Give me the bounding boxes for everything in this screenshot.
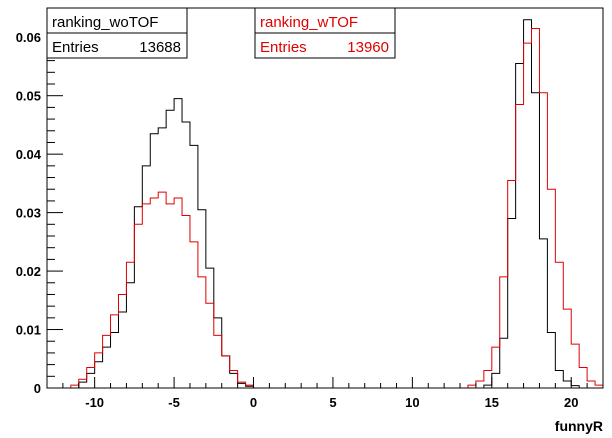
stat-box-title: ranking_woTOF	[52, 14, 158, 31]
y-tick-label: 0.04	[16, 147, 42, 162]
histogram-series-2	[47, 27, 603, 389]
stat-entries-value: 13688	[139, 39, 181, 56]
axes: -10 -5 0 5 10 15 20 0 0.01 0.02 0.03 0.04 0.05 0.06	[16, 13, 604, 410]
y-tick-label: 0	[34, 381, 41, 396]
histogram-lines	[47, 19, 603, 389]
stat-boxes: ranking_woTOF Entries 13688 ranking_wTOF Ent…	[46, 7, 396, 59]
stat-box-2: ranking_wTOF Entries 13960	[254, 7, 396, 59]
x-tick-label: -10	[85, 395, 104, 410]
stat-entries-label: Entries	[260, 39, 307, 56]
y-tick-label: 0.02	[16, 264, 41, 279]
x-tick-label: -5	[168, 395, 180, 410]
y-tick-label: 0.01	[16, 323, 41, 338]
y-tick-label: 0.03	[16, 206, 41, 221]
stat-entries-value: 13960	[347, 39, 389, 56]
x-tick-label: 0	[250, 395, 257, 410]
stat-box-1: ranking_woTOF Entries 13688	[46, 7, 188, 59]
y-tick-label: 0.05	[16, 89, 41, 104]
histogram-series-1	[47, 19, 603, 389]
plot-frame	[46, 7, 604, 389]
x-tick-label: 20	[564, 395, 578, 410]
stat-box-title: ranking_wTOF	[260, 14, 358, 31]
x-tick-label: 5	[329, 395, 336, 410]
x-axis-title: funnyR	[555, 418, 603, 434]
x-tick-label: 15	[485, 395, 499, 410]
x-tick-label: 10	[405, 395, 419, 410]
stat-entries-label: Entries	[52, 39, 99, 56]
y-tick-label: 0.06	[16, 30, 41, 45]
